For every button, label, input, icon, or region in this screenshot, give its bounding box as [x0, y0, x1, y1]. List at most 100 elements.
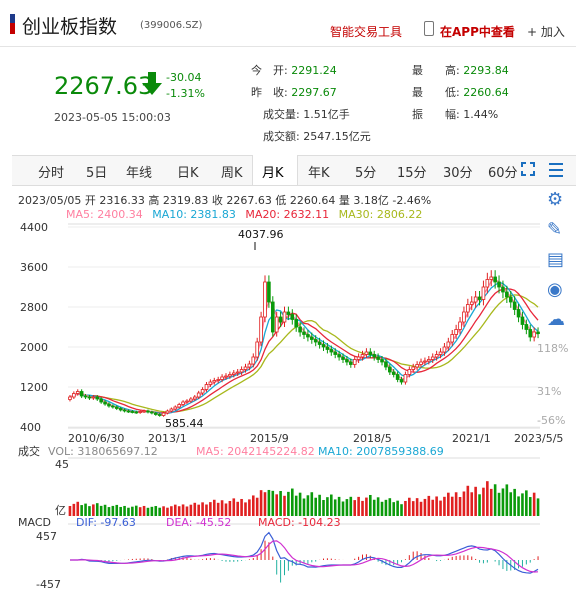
- price-tick-label: 1200: [20, 381, 48, 394]
- candle-body: [501, 286, 505, 293]
- volume-bar: [68, 506, 72, 516]
- volume-bar: [439, 500, 442, 516]
- candle-body: [204, 384, 209, 390]
- candle-body: [415, 364, 419, 368]
- volume-bar: [489, 488, 493, 516]
- candle-body: [224, 375, 228, 378]
- candle-body: [274, 316, 279, 333]
- high-row: 最 高: 2293.84: [412, 64, 509, 77]
- candle-body: [505, 291, 509, 298]
- fullscreen-icon[interactable]: [521, 162, 535, 176]
- smart-trade-link[interactable]: 智能交易工具: [330, 25, 403, 39]
- candle-body: [469, 301, 474, 305]
- tab-0[interactable]: 分时: [38, 166, 65, 181]
- candle-body: [313, 339, 318, 343]
- x-tick-label: 2013/1: [148, 432, 187, 445]
- candle-body: [87, 396, 92, 399]
- index-name: 创业板指数: [22, 16, 118, 38]
- volume-bar: [244, 502, 247, 516]
- volume-bar: [103, 504, 107, 516]
- candle-body: [329, 349, 334, 353]
- macd-top-label: 457: [36, 530, 57, 543]
- tab-8[interactable]: 15分: [397, 166, 427, 181]
- candle-body: [150, 411, 154, 414]
- candle-body: [189, 398, 193, 402]
- candle-body: [317, 341, 322, 345]
- volume-bar: [415, 498, 419, 516]
- phone-icon: [424, 21, 434, 36]
- volume-bar: [84, 503, 87, 516]
- candle-body: [290, 314, 295, 320]
- gear-icon[interactable]: ⚙: [547, 189, 564, 210]
- add-watchlist-button[interactable]: + 加入: [527, 25, 565, 39]
- volume-bar: [521, 493, 524, 516]
- open-in-app-link[interactable]: 在APP中查看: [440, 25, 515, 39]
- price-tick-label: 400: [20, 421, 41, 434]
- x-tick-label: 2021/1: [452, 432, 491, 445]
- volume-bar: [99, 505, 103, 516]
- volume-bar: [138, 507, 142, 516]
- candle-body: [302, 331, 306, 335]
- candle-body: [278, 316, 283, 323]
- volume-bar: [173, 504, 177, 516]
- candle-body: [165, 410, 170, 414]
- volume-bar: [474, 486, 477, 516]
- tab-5[interactable]: 月K: [262, 166, 284, 181]
- weibo-icon[interactable]: ◉: [547, 279, 563, 300]
- volume-bar: [396, 500, 399, 516]
- candle-body: [388, 366, 392, 373]
- tab-1[interactable]: 5日: [86, 166, 108, 181]
- menu-icon[interactable]: [548, 161, 564, 179]
- tab-9[interactable]: 30分: [443, 166, 473, 181]
- prev-close-row: 昨 收: 2297.67: [251, 86, 337, 99]
- volume-bar: [388, 498, 392, 516]
- candle-body: [134, 411, 139, 414]
- candle-body: [259, 316, 263, 343]
- candle-body: [352, 359, 357, 365]
- tab-7[interactable]: 5分: [355, 166, 377, 181]
- tab-10[interactable]: 60分: [488, 166, 518, 181]
- candle-body: [508, 296, 513, 303]
- volume-bar: [497, 492, 501, 516]
- volume-bar: [251, 495, 255, 516]
- volume-bar: [306, 495, 310, 516]
- candle-body: [68, 396, 72, 400]
- volume-bar: [294, 495, 298, 516]
- candle-body: [239, 369, 244, 373]
- volume-bar: [431, 499, 435, 516]
- volume-bar: [380, 501, 384, 516]
- active-tab-bg: [252, 155, 298, 185]
- candle-body: [391, 371, 396, 375]
- volume-bar: [322, 500, 325, 516]
- volume-bar: [443, 496, 446, 516]
- volume-bar: [158, 507, 161, 516]
- vol-ma10: MA10: 2007859388.69: [318, 445, 444, 458]
- tab-3[interactable]: 日K: [177, 166, 199, 181]
- change-value: -30.04: [166, 71, 202, 84]
- candle-body: [169, 408, 174, 412]
- volume-bar: [181, 504, 185, 516]
- report-icon[interactable]: ▤: [547, 249, 565, 270]
- pencil-icon[interactable]: ✎: [547, 219, 563, 240]
- volume-bar: [216, 502, 220, 516]
- candle-body: [142, 410, 146, 413]
- x-tick-label: 2015/9: [250, 432, 289, 445]
- volume-bar: [486, 481, 489, 516]
- volume-bar: [259, 490, 263, 516]
- candle-body: [325, 346, 330, 350]
- candle-body: [208, 381, 213, 385]
- tab-4[interactable]: 周K: [221, 166, 243, 181]
- tab-6[interactable]: 年K: [308, 166, 330, 181]
- candle-body: [95, 396, 100, 400]
- volume-bar: [326, 497, 329, 516]
- volume-bar: [201, 502, 204, 516]
- chat-icon[interactable]: ☁: [547, 309, 565, 330]
- volume-bar: [517, 496, 520, 516]
- pct-tick-label: -56%: [537, 414, 565, 427]
- volume-bar: [419, 501, 423, 516]
- candle-body: [111, 405, 115, 408]
- volume-bar: [275, 494, 278, 516]
- candle-body: [411, 366, 416, 370]
- tab-2[interactable]: 年线: [126, 166, 153, 181]
